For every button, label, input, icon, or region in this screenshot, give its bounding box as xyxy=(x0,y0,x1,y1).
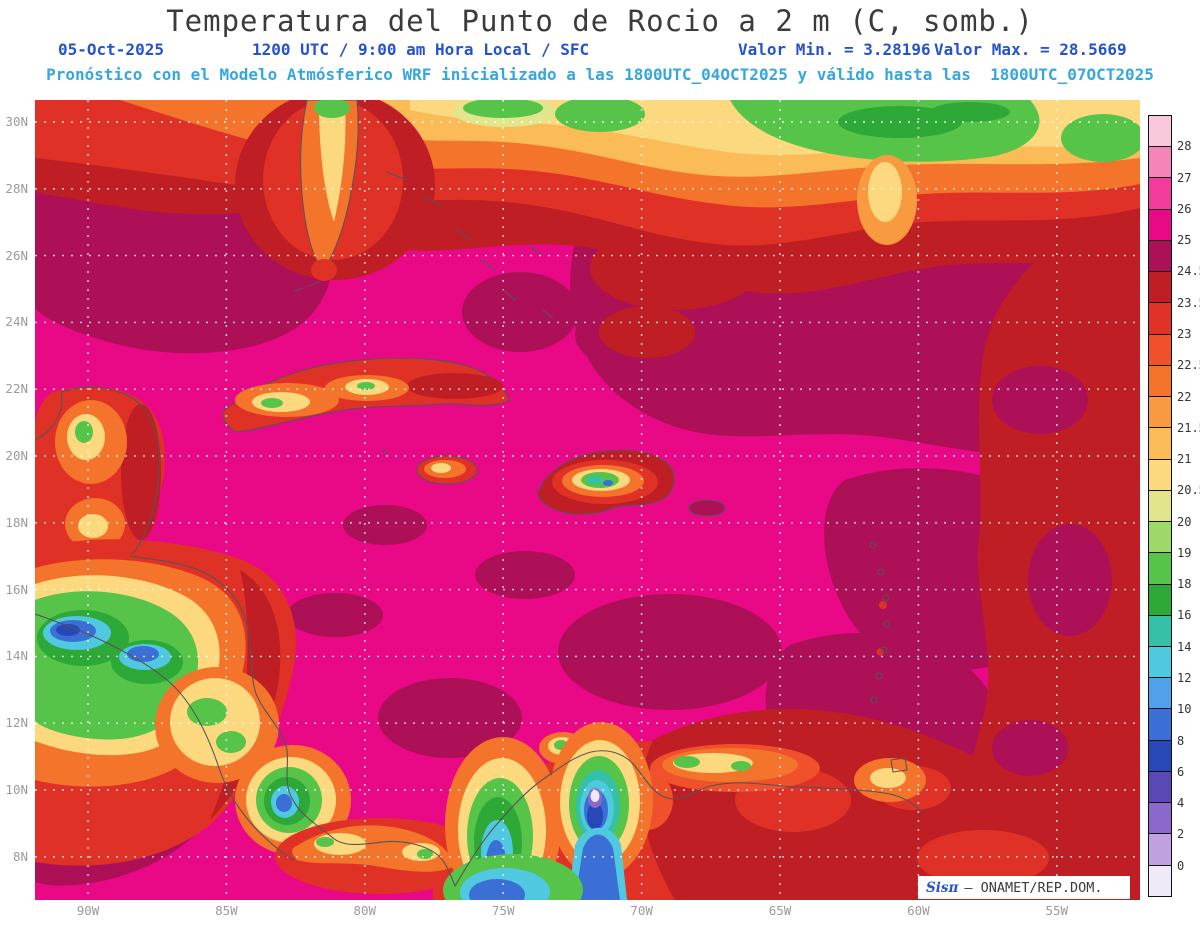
colorbar-tick-label: 25 xyxy=(1177,233,1192,248)
colorbar-swatch xyxy=(1149,584,1171,616)
colorbar-tick-label: 19 xyxy=(1177,545,1192,560)
colorbar-swatch xyxy=(1149,240,1171,273)
plot-title: Temperatura del Punto de Rocio a 2 m (C,… xyxy=(166,4,1034,38)
colorbar-tick-label: 8 xyxy=(1177,733,1185,748)
colorbar-tick-label: 4 xyxy=(1177,796,1185,811)
colorbar-tick-label: 10 xyxy=(1177,702,1192,717)
colorbar-tick-label: 28 xyxy=(1177,139,1192,154)
lon-tick-label: 65W xyxy=(768,903,792,918)
lat-tick-label: 28N xyxy=(5,180,28,196)
colorbar-swatch xyxy=(1149,740,1171,772)
lat-tick-label: 16N xyxy=(5,581,28,597)
forecast-date: 05-Oct-2025 xyxy=(58,40,164,59)
colorbar-tick-label: 21 xyxy=(1177,452,1192,467)
lon-tick-label: 80W xyxy=(353,903,377,918)
colorbar-swatch xyxy=(1149,147,1171,179)
lat-tick-label: 10N xyxy=(5,782,28,797)
colorbar-swatch xyxy=(1149,272,1171,304)
colorbar-tick-label: 21.5 xyxy=(1177,420,1200,435)
colorbar-tick-label: 27 xyxy=(1177,170,1192,185)
watermark-text: – ONAMET/REP.DOM. xyxy=(964,879,1103,896)
colorbar-tick-label: 14 xyxy=(1177,639,1192,654)
map-canvas xyxy=(35,100,1140,900)
lat-tick-label: 22N xyxy=(5,381,28,397)
longitude-axis: 90W 85W 80W 75W 70W 65W 60W 55W xyxy=(35,903,1140,921)
gridlines xyxy=(35,100,1140,900)
colorbar-tick-label: 6 xyxy=(1177,764,1185,779)
lat-tick-label: 20N xyxy=(5,448,28,463)
watermark: Sisπ – ONAMET/REP.DOM. xyxy=(918,876,1130,899)
colorbar-tick-label: 23.5 xyxy=(1177,295,1200,310)
forecast-time: 1200 UTC / 9:00 am Hora Local / SFC xyxy=(252,40,590,59)
colorbar-tick-label: 16 xyxy=(1177,608,1192,623)
colorbar-swatch xyxy=(1149,428,1171,460)
colorbar-swatch xyxy=(1149,803,1171,835)
forecast-info-line: 05-Oct-2025 1200 UTC / 9:00 am Hora Loca… xyxy=(0,40,1200,60)
map-svg xyxy=(35,100,1140,900)
colorbar-swatch xyxy=(1149,646,1171,679)
colorbar-swatch xyxy=(1149,116,1171,148)
lat-tick-label: 12N xyxy=(5,715,28,731)
colorbar-labels: 2827262524.523.52322.52221.52120.5201918… xyxy=(1177,115,1200,897)
colorbar-tick-label: 23 xyxy=(1177,326,1192,341)
colorbar-swatch xyxy=(1149,709,1171,741)
colorbar-tick-label: 20 xyxy=(1177,514,1192,529)
colorbar-tick-label: 22 xyxy=(1177,389,1192,404)
colorbar-swatch xyxy=(1149,865,1171,896)
colorbar-swatch xyxy=(1149,522,1171,554)
lat-tick-label: 24N xyxy=(5,314,28,330)
colorbar-tick-label: 2 xyxy=(1177,827,1185,842)
lon-tick-label: 70W xyxy=(630,903,653,918)
lon-tick-label: 90W xyxy=(76,903,100,918)
lat-tick-label: 26N xyxy=(5,247,28,263)
lat-tick-label: 14N xyxy=(5,648,28,664)
colorbar-swatch xyxy=(1149,178,1171,210)
latitude-axis: 30N 28N 26N 24N 22N 20N 18N 16N 14N 12N 10N 8N xyxy=(0,100,31,900)
lat-tick-label: 18N xyxy=(5,514,28,530)
min-value-label: Valor Min. = 3.28196 xyxy=(738,40,931,59)
lat-tick-label: 30N xyxy=(5,114,28,129)
lon-tick-label: 55W xyxy=(1045,903,1069,918)
lat-tick-label: 8N xyxy=(12,848,28,864)
colorbar-swatch xyxy=(1149,678,1171,710)
colorbar-swatch xyxy=(1149,490,1171,523)
colorbar-tick-label: 18 xyxy=(1177,577,1192,592)
colorbar-swatch xyxy=(1149,365,1171,398)
watermark-brand: Sisπ xyxy=(926,879,959,896)
colorbar-tick-label: 24.5 xyxy=(1177,264,1200,279)
colorbar-swatch xyxy=(1149,615,1171,647)
lon-tick-label: 75W xyxy=(491,903,515,918)
colorbar-tick-label: 0 xyxy=(1177,858,1185,873)
lon-tick-label: 85W xyxy=(215,903,238,918)
colorbar-tick-label: 26 xyxy=(1177,201,1192,216)
coastlines xyxy=(35,171,922,887)
model-info-line: Pronóstico con el Modelo Atmósferico WRF… xyxy=(46,65,1154,84)
colorbar-tick-label: 20.5 xyxy=(1177,483,1200,498)
colorbar-swatch xyxy=(1149,459,1171,491)
max-value-label: Valor Max. = 28.5669 xyxy=(934,40,1127,59)
colorbar-swatch xyxy=(1149,397,1171,429)
colorbar-swatch xyxy=(1149,303,1171,335)
colorbar-swatch xyxy=(1149,334,1171,366)
colorbar-tick-label: 12 xyxy=(1177,671,1192,686)
colorbar-tick-label: 22.5 xyxy=(1177,358,1200,373)
colorbar-swatch xyxy=(1149,834,1171,866)
colorbar-swatch xyxy=(1149,771,1171,804)
colorbar-swatch xyxy=(1149,553,1171,585)
colorbar-swatch xyxy=(1149,209,1171,241)
colorbar xyxy=(1148,115,1172,897)
lon-tick-label: 60W xyxy=(907,903,930,918)
